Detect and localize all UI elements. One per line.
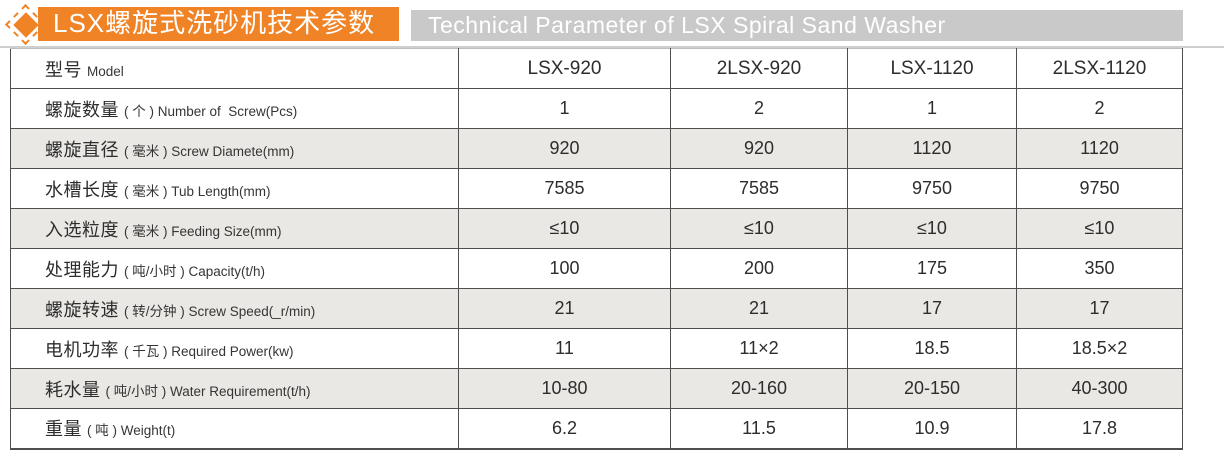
row-label-en: ( 千瓦 ) Required Power(kw) bbox=[124, 343, 294, 359]
cell-value: 7585 bbox=[670, 168, 848, 209]
header-divider bbox=[0, 46, 1224, 48]
cell-value: 21 bbox=[670, 288, 848, 329]
cell-value: 10.9 bbox=[847, 408, 1017, 450]
table-row-capacity: 处理能力 ( 吨/小时 ) Capacity(t/h) 100 200 175 3… bbox=[10, 248, 1183, 289]
cell-value: 1120 bbox=[1016, 128, 1183, 169]
row-label-cn: 重量 bbox=[45, 419, 82, 440]
row-label-en: ( 吨/小时 ) Capacity(t/h) bbox=[124, 263, 266, 279]
cell-model-2: 2LSX-920 bbox=[670, 48, 848, 89]
cell-value: 11.5 bbox=[670, 408, 848, 450]
cell-value: 200 bbox=[670, 248, 848, 289]
row-label: 入选粒度 ( 毫米 ) Feeding Size(mm) bbox=[10, 208, 459, 249]
page-title-english: Technical Parameter of LSX Spiral Sand W… bbox=[411, 10, 1183, 41]
cell-value: ≤10 bbox=[1016, 208, 1183, 249]
row-label-cn: 耗水量 bbox=[45, 379, 101, 400]
cell-value: ≤10 bbox=[847, 208, 1017, 249]
cell-value: 20-160 bbox=[670, 368, 848, 409]
cell-value: ≤10 bbox=[458, 208, 671, 249]
row-label-en: ( 毫米 ) Screw Diamete(mm) bbox=[124, 143, 295, 159]
row-label-cn: 电机功率 bbox=[45, 339, 119, 360]
cell-value: 6.2 bbox=[458, 408, 671, 450]
table-row-model: 型号 Model LSX-920 2LSX-920 LSX-1120 2LSX-1… bbox=[10, 48, 1183, 89]
row-label-cn: 型号 bbox=[45, 59, 82, 80]
cell-value: 40-300 bbox=[1016, 368, 1183, 409]
row-label-en: ( 吨/小时 ) Water Requirement(t/h) bbox=[105, 383, 311, 399]
cell-value: 17 bbox=[1016, 288, 1183, 329]
table-row-screw-speed: 螺旋转速 ( 转/分钟 ) Screw Speed(_r/min) 21 21 1… bbox=[10, 288, 1183, 329]
row-label-cn: 处理能力 bbox=[45, 259, 119, 280]
cell-value: 18.5×2 bbox=[1016, 328, 1183, 369]
cell-value: 2 bbox=[670, 88, 848, 129]
table-row-screw-number: 螺旋数量 ( 个 ) Number of Screw(Pcs) 1 2 1 2 bbox=[10, 88, 1183, 129]
table-row-tub-length: 水槽长度 ( 毫米 ) Tub Length(mm) 7585 7585 9750… bbox=[10, 168, 1183, 209]
cell-value: 7585 bbox=[458, 168, 671, 209]
table-row-water-requirement: 耗水量( 吨/小时 ) Water Requirement(t/h) 10-80… bbox=[10, 368, 1183, 409]
row-label: 螺旋数量 ( 个 ) Number of Screw(Pcs) bbox=[10, 88, 459, 129]
page-title-chinese: LSX螺旋式洗砂机技术参数 bbox=[38, 7, 399, 41]
cell-model-4: 2LSX-1120 bbox=[1016, 48, 1183, 89]
row-label-cn: 螺旋直径 bbox=[45, 139, 119, 160]
row-label-en: ( 吨 ) Weight(t) bbox=[87, 423, 176, 439]
row-label-cn: 水槽长度 bbox=[45, 179, 119, 200]
cell-model-3: LSX-1120 bbox=[847, 48, 1017, 89]
cell-value: 2 bbox=[1016, 88, 1183, 129]
row-label: 重量 ( 吨 ) Weight(t) bbox=[10, 408, 459, 450]
cell-value: 1 bbox=[847, 88, 1017, 129]
cell-value: 350 bbox=[1016, 248, 1183, 289]
table-row-weight: 重量 ( 吨 ) Weight(t) 6.2 11.5 10.9 17.8 bbox=[10, 408, 1183, 450]
cell-value: 11×2 bbox=[670, 328, 848, 369]
table-row-feeding-size: 入选粒度( 毫米 ) Feeding Size(mm) ≤10 ≤10 ≤10 … bbox=[10, 208, 1183, 249]
page-header: LSX螺旋式洗砂机技术参数 Technical Parameter of LSX… bbox=[0, 0, 1224, 48]
spec-table: 型号 Model LSX-920 2LSX-920 LSX-1120 2LSX-1… bbox=[10, 48, 1183, 450]
cell-value: 18.5 bbox=[847, 328, 1017, 369]
row-label-en: ( 毫米 ) Feeding Size(mm) bbox=[124, 223, 282, 239]
row-label-en: ( 毫米 ) Tub Length(mm) bbox=[124, 183, 271, 199]
cell-model-1: LSX-920 bbox=[458, 48, 671, 89]
row-label: 型号 Model bbox=[10, 48, 459, 89]
cell-value: 9750 bbox=[847, 168, 1017, 209]
cell-value: 1120 bbox=[847, 128, 1017, 169]
row-label-en: ( 转/分钟 ) Screw Speed(_r/min) bbox=[124, 303, 316, 319]
cell-value: 21 bbox=[458, 288, 671, 329]
row-label: 耗水量( 吨/小时 ) Water Requirement(t/h) bbox=[10, 368, 459, 409]
cell-value: 100 bbox=[458, 248, 671, 289]
row-label-cn: 入选粒度 bbox=[45, 219, 119, 240]
cell-value: 9750 bbox=[1016, 168, 1183, 209]
cell-value: 11 bbox=[458, 328, 671, 369]
row-label: 螺旋转速 ( 转/分钟 ) Screw Speed(_r/min) bbox=[10, 288, 459, 329]
row-label: 处理能力 ( 吨/小时 ) Capacity(t/h) bbox=[10, 248, 459, 289]
row-label: 螺旋直径 ( 毫米 ) Screw Diamete(mm) bbox=[10, 128, 459, 169]
cell-value: 920 bbox=[458, 128, 671, 169]
cell-value: 10-80 bbox=[458, 368, 671, 409]
table-row-screw-diameter: 螺旋直径 ( 毫米 ) Screw Diamete(mm) 920 920 112… bbox=[10, 128, 1183, 169]
cell-value: 175 bbox=[847, 248, 1017, 289]
row-label: 水槽长度 ( 毫米 ) Tub Length(mm) bbox=[10, 168, 459, 209]
cell-value: 920 bbox=[670, 128, 848, 169]
row-label-en: Model bbox=[87, 63, 124, 79]
cell-value: ≤10 bbox=[670, 208, 848, 249]
table-row-required-power: 电机功率 ( 千瓦 ) Required Power(kw) 11 11×2 18… bbox=[10, 328, 1183, 369]
row-label: 电机功率 ( 千瓦 ) Required Power(kw) bbox=[10, 328, 459, 369]
cell-value: 20-150 bbox=[847, 368, 1017, 409]
row-label-cn: 螺旋数量 bbox=[45, 99, 119, 120]
row-label-cn: 螺旋转速 bbox=[45, 299, 119, 320]
cell-value: 1 bbox=[458, 88, 671, 129]
cell-value: 17 bbox=[847, 288, 1017, 329]
row-label-en: ( 个 ) Number of Screw(Pcs) bbox=[124, 103, 298, 119]
cell-value: 17.8 bbox=[1016, 408, 1183, 450]
